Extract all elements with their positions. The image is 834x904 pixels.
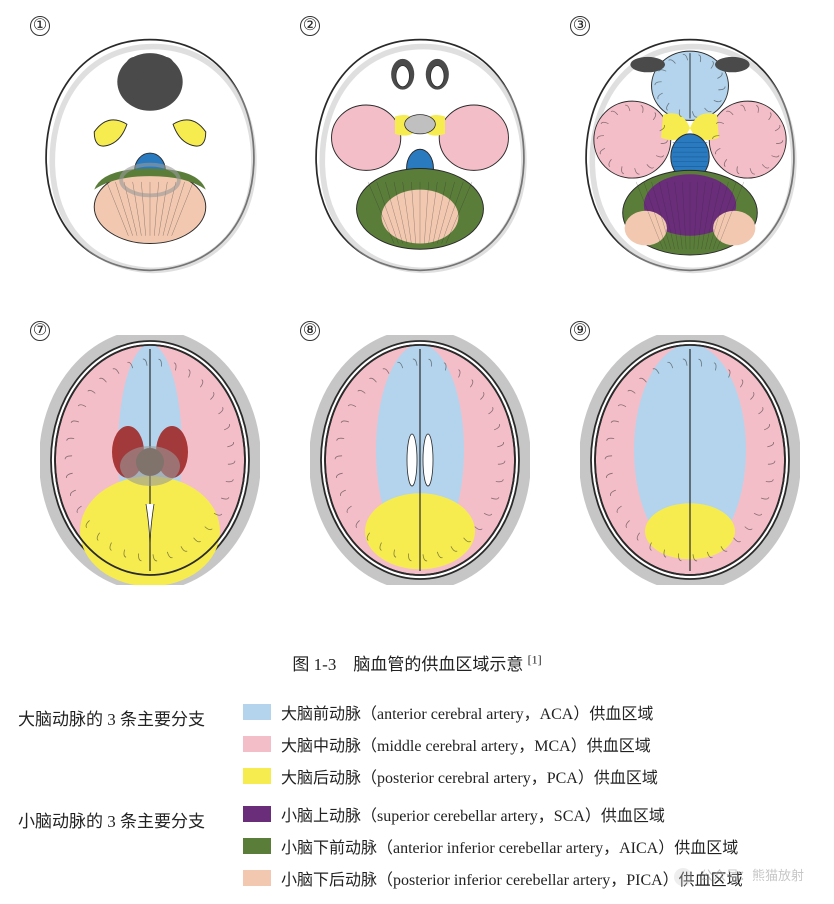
legend-swatch-pca: [243, 768, 271, 784]
legend-item-1-0: 小脑上动脉（superior cerebellar artery，SCA）供血区…: [243, 802, 818, 826]
panel-7: ⑦: [20, 315, 280, 605]
caption-ref: [1]: [528, 652, 542, 666]
legend-text-0-0: 大脑前动脉（anterior cerebral artery，ACA）供血区域: [281, 700, 653, 724]
legend-group-0: 大脑动脉的 3 条主要分支大脑前动脉（anterior cerebral art…: [18, 700, 818, 796]
legend-item-0-2: 大脑后动脉（posterior cerebral artery，PCA）供血区域: [243, 764, 818, 788]
brain-section-9: [580, 335, 800, 585]
caption-text: 脑血管的供血区域示意: [353, 655, 523, 674]
panel-3: ③: [560, 10, 820, 300]
legend-text-0-1: 大脑中动脉（middle cerebral artery，MCA）供血区域: [281, 732, 651, 756]
legend-text-1-0: 小脑上动脉（superior cerebellar artery，SCA）供血区…: [281, 802, 665, 826]
legend-swatch-aica: [243, 838, 271, 854]
panel-2: ②: [290, 10, 550, 300]
legend-item-0-1: 大脑中动脉（middle cerebral artery，MCA）供血区域: [243, 732, 818, 756]
panel-8: ⑧: [290, 315, 550, 605]
caption-prefix: 图 1-3: [292, 655, 336, 674]
legend-swatch-pica: [243, 870, 271, 886]
legend-items-0: 大脑前动脉（anterior cerebral artery，ACA）供血区域大…: [243, 700, 818, 796]
watermark-text: 公众号：熊猫放射: [700, 868, 804, 883]
panels-container: ①②③⑦⑧⑨: [0, 0, 834, 620]
legend-swatch-sca: [243, 806, 271, 822]
brain-section-1: [40, 30, 260, 280]
panel-1: ①: [20, 10, 280, 300]
legend-swatch-mca: [243, 736, 271, 752]
legend-swatch-aca: [243, 704, 271, 720]
legend-group-label-0: 大脑动脉的 3 条主要分支: [18, 700, 243, 730]
brain-section-8: [310, 335, 530, 585]
figure-caption: 图 1-3 脑血管的供血区域示意 [1]: [0, 650, 834, 675]
brain-section-7: [40, 335, 260, 585]
legend-group-label-1: 小脑动脉的 3 条主要分支: [18, 802, 243, 832]
watermark: 公众号：熊猫放射: [674, 865, 804, 886]
legend-text-1-1: 小脑下前动脉（anterior inferior cerebellar arte…: [281, 834, 738, 858]
legend-text-0-2: 大脑后动脉（posterior cerebral artery，PCA）供血区域: [281, 764, 658, 788]
panel-9: ⑨: [560, 315, 820, 605]
legend-item-0-0: 大脑前动脉（anterior cerebral artery，ACA）供血区域: [243, 700, 818, 724]
legend-item-1-1: 小脑下前动脉（anterior inferior cerebellar arte…: [243, 834, 818, 858]
brain-section-2: [310, 30, 530, 280]
watermark-icon: [674, 868, 692, 886]
brain-section-3: [580, 30, 800, 280]
